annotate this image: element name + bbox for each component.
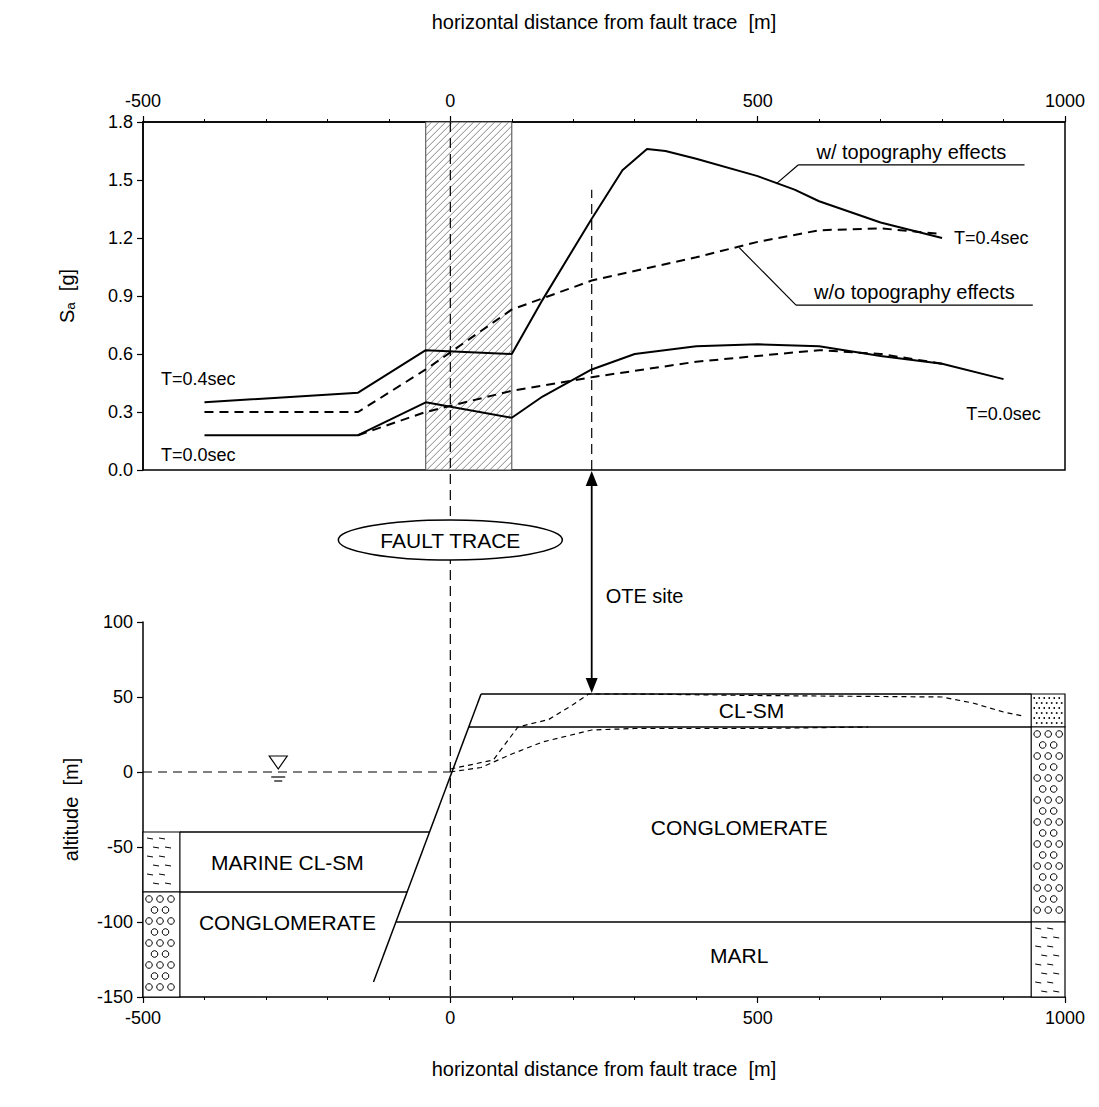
svg-text:CONGLOMERATE: CONGLOMERATE [651,816,828,839]
svg-text:1.8: 1.8 [108,112,133,132]
svg-text:CONGLOMERATE: CONGLOMERATE [199,911,376,934]
svg-text:0.6: 0.6 [108,344,133,364]
svg-text:horizontal distance from fault: horizontal distance from fault trace [m] [432,11,777,33]
svg-text:CL-SM: CL-SM [719,699,784,722]
svg-text:FAULT TRACE: FAULT TRACE [380,529,520,552]
svg-text:OTE site: OTE site [606,585,684,607]
svg-text:-500: -500 [125,1008,161,1028]
svg-text:T=0.4sec: T=0.4sec [161,369,236,389]
svg-text:1.2: 1.2 [108,228,133,248]
svg-text:50: 50 [113,687,133,707]
svg-text:altitude [m]: altitude [m] [60,758,82,861]
svg-text:0.0: 0.0 [108,460,133,480]
svg-text:-500: -500 [125,91,161,111]
svg-text:1000: 1000 [1045,1008,1085,1028]
svg-text:MARL: MARL [710,944,768,967]
svg-text:w/o topography effects: w/o topography effects [813,281,1015,303]
svg-text:-100: -100 [97,912,133,932]
svg-text:500: 500 [743,1008,773,1028]
svg-text:0: 0 [445,1008,455,1028]
svg-text:T=0.4sec: T=0.4sec [954,228,1029,248]
svg-text:1.5: 1.5 [108,170,133,190]
svg-text:Sₐ [g]: Sₐ [g] [56,269,78,323]
svg-text:1000: 1000 [1045,91,1085,111]
svg-text:w/ topography effects: w/ topography effects [815,141,1006,163]
svg-text:0.3: 0.3 [108,402,133,422]
svg-text:horizontal distance from fault: horizontal distance from fault trace [m] [432,1058,777,1080]
svg-text:0.9: 0.9 [108,286,133,306]
svg-text:-150: -150 [97,987,133,1007]
svg-text:0: 0 [445,91,455,111]
svg-text:100: 100 [103,612,133,632]
svg-text:MARINE CL-SM: MARINE CL-SM [211,851,364,874]
svg-text:0: 0 [123,762,133,782]
svg-text:-50: -50 [107,837,133,857]
svg-text:500: 500 [743,91,773,111]
svg-text:T=0.0sec: T=0.0sec [966,404,1041,424]
svg-text:T=0.0sec: T=0.0sec [161,445,236,465]
